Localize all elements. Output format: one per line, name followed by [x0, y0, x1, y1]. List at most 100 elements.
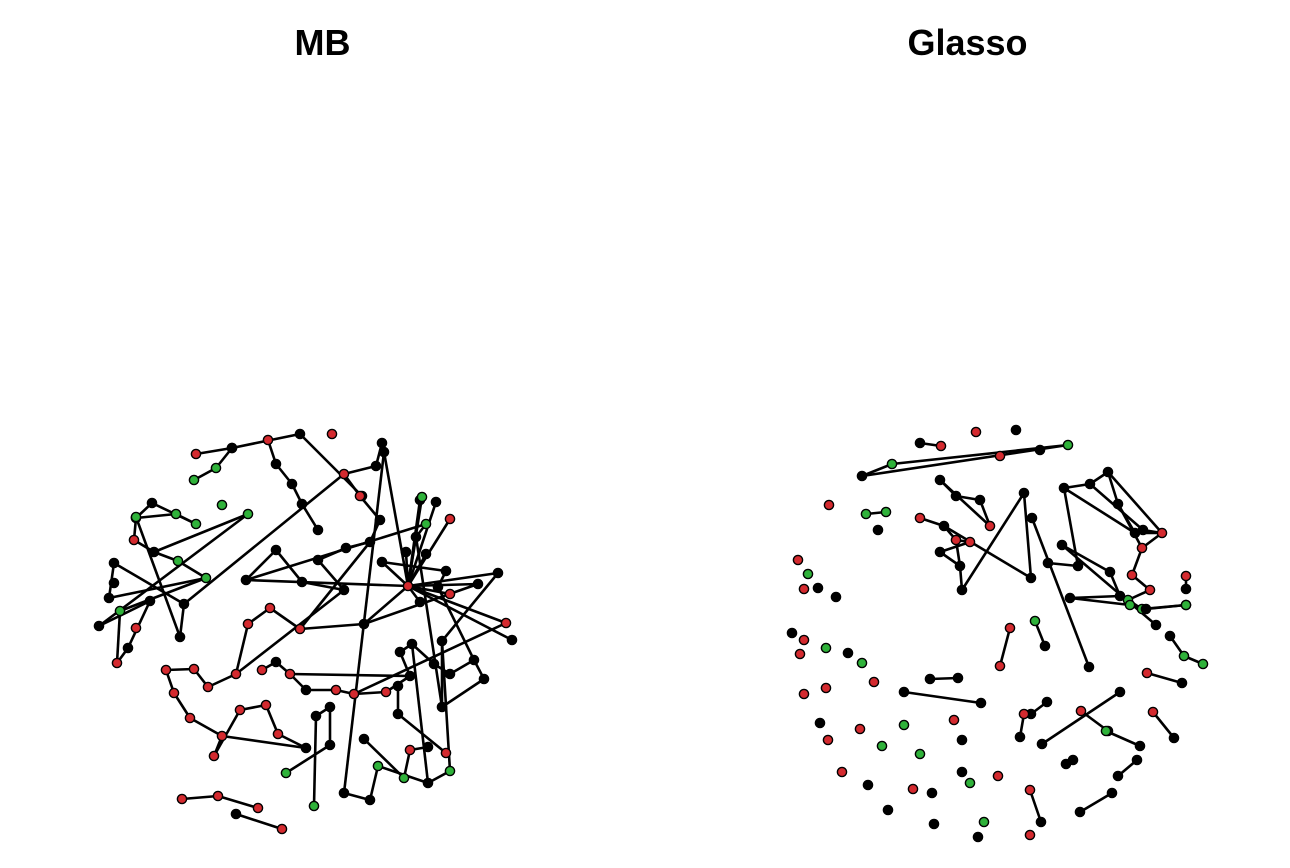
edge-b17-b14 [939, 479, 991, 527]
node-b81 [1131, 754, 1143, 766]
node-b50 [1114, 590, 1126, 602]
node-b25 [1018, 487, 1030, 499]
node-b1 [914, 437, 926, 449]
node-b89 [972, 831, 984, 843]
node-a72 [202, 681, 214, 693]
node-b27 [1042, 557, 1054, 569]
node-a114 [392, 708, 404, 720]
node-b78 [1067, 754, 1079, 766]
node-a53 [416, 491, 428, 503]
node-b117 [812, 582, 824, 594]
node-a46 [270, 544, 282, 556]
edge-b83-b84 [1079, 791, 1113, 814]
node-a12 [210, 462, 222, 474]
node-a43 [312, 554, 324, 566]
node-a60 [432, 581, 444, 593]
node-a83 [256, 664, 268, 676]
edge-b24-b25 [960, 492, 1026, 591]
node-b65 [1041, 696, 1053, 708]
node-b93 [876, 740, 888, 752]
edge-a97-a52 [414, 536, 444, 708]
node-a48 [402, 580, 414, 592]
node-a70 [242, 618, 254, 630]
network-graph-glasso [786, 424, 1209, 843]
node-b48 [1056, 539, 1068, 551]
node-a35 [130, 511, 142, 523]
node-b73 [1147, 706, 1159, 718]
node-a33 [178, 598, 190, 610]
node-b91 [882, 804, 894, 816]
edge-b26-b19 [943, 524, 1032, 580]
node-a31 [144, 595, 156, 607]
node-b109 [868, 676, 880, 688]
node-a108 [280, 767, 292, 779]
node-a24 [103, 592, 115, 604]
node-a39 [354, 490, 366, 502]
node-b64 [975, 697, 987, 709]
node-b8 [886, 458, 898, 470]
node-b98 [956, 766, 968, 778]
node-b16 [974, 494, 986, 506]
node-a107 [324, 739, 336, 751]
node-a76 [184, 712, 196, 724]
edge-b31-b32 [1106, 471, 1120, 505]
node-a21 [148, 546, 160, 558]
edge-a14-a15 [135, 512, 177, 520]
node-a118 [252, 802, 264, 814]
node-b17 [984, 520, 996, 532]
node-a85 [284, 668, 296, 680]
node-b68 [1014, 731, 1026, 743]
node-a4 [326, 428, 338, 440]
node-b100 [992, 770, 1004, 782]
node-b115 [794, 648, 806, 660]
node-b51 [1064, 592, 1076, 604]
node-b104 [836, 766, 848, 778]
node-a112 [422, 741, 434, 753]
node-a32 [93, 620, 105, 632]
node-b20 [950, 534, 962, 546]
edge-a26-a28 [119, 576, 207, 613]
node-a71 [230, 668, 242, 680]
node-a58 [440, 565, 452, 577]
node-b83 [1106, 787, 1118, 799]
node-a119 [212, 790, 224, 802]
node-a52 [410, 531, 422, 543]
node-b56 [1083, 661, 1095, 673]
node-a91 [394, 646, 406, 658]
edge-a34-a35 [134, 516, 182, 638]
node-b34 [1137, 524, 1149, 536]
node-b102 [926, 787, 938, 799]
node-b110 [856, 657, 868, 669]
node-a115 [392, 680, 404, 692]
edge-a51-a47 [245, 522, 427, 582]
node-a7 [296, 498, 308, 510]
node-a94 [444, 668, 456, 680]
node-a109 [358, 733, 370, 745]
node-b24 [956, 584, 968, 596]
node-a96 [478, 673, 490, 685]
network-graph-mb [93, 428, 518, 835]
node-a88 [348, 688, 360, 700]
node-a47 [240, 574, 252, 586]
node-b97 [956, 734, 968, 746]
node-a40 [374, 514, 386, 526]
node-b9 [856, 470, 868, 482]
graph-title-glasso: Glasso [907, 22, 1028, 63]
node-b118 [802, 568, 814, 580]
node-b69 [1036, 738, 1048, 750]
node-b58 [1029, 615, 1041, 627]
node-b11 [860, 508, 872, 520]
node-b120 [830, 591, 842, 603]
node-b2 [935, 440, 947, 452]
node-b96 [948, 714, 960, 726]
node-b42 [1180, 570, 1192, 582]
node-a38 [338, 468, 350, 480]
node-b112 [820, 642, 832, 654]
node-b79 [1100, 725, 1112, 737]
node-a27 [130, 622, 142, 634]
node-a30 [111, 657, 123, 669]
node-b63 [898, 686, 910, 698]
node-b18 [914, 512, 926, 524]
edge-a56-a58 [381, 560, 447, 573]
node-b26 [1025, 572, 1037, 584]
